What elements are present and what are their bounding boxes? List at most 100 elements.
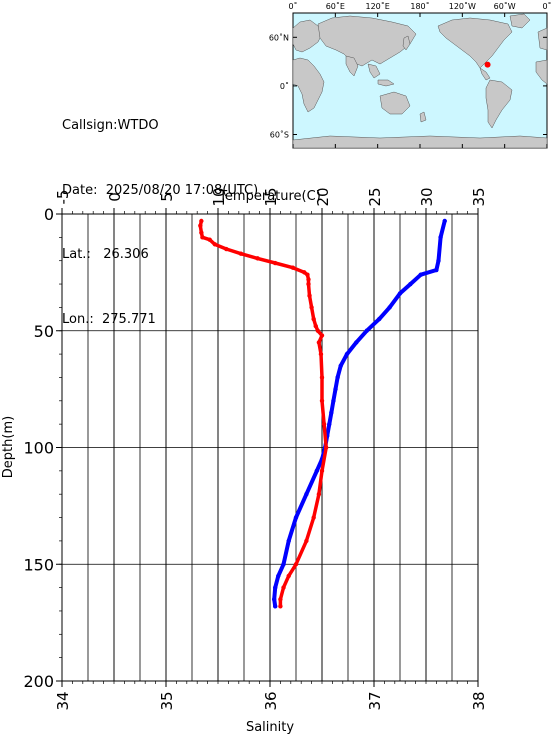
map-lon-labels: 0˚ 60˚E 120˚E 180˚ 120˚W 60˚W 0˚ — [288, 1, 552, 148]
chart-series — [198, 218, 447, 609]
salinity-profile-point — [207, 237, 212, 242]
salinity-profile-point — [316, 492, 322, 497]
temperature-profile-point — [314, 468, 319, 474]
salinity-profile-point — [224, 246, 229, 252]
temperature-profile-point — [344, 351, 350, 357]
map-lon-label: 120˚E — [366, 1, 390, 11]
temperature-profile-point — [273, 585, 278, 590]
temperature-tick-label: 35 — [470, 187, 488, 206]
salinity-profile-point — [311, 316, 316, 322]
land-asia — [317, 15, 417, 67]
lon-line: Lon.: 275.771 — [62, 311, 156, 327]
salinity-profile-point — [199, 230, 204, 235]
map-lon-label: 60˚E — [326, 1, 345, 11]
temperature-profile-point — [408, 281, 413, 287]
land-central-america — [479, 67, 491, 81]
temperature-profile-point — [335, 375, 340, 380]
temperature-profile-point — [333, 386, 338, 392]
land-japan — [402, 35, 411, 51]
temperature-profile-point — [273, 604, 278, 609]
temperature-profile-point — [276, 573, 281, 579]
station-marker-dot — [484, 61, 491, 68]
salinity-profile-point — [293, 562, 299, 567]
salinity-profile-point — [212, 242, 218, 247]
salinity-profile-point — [278, 604, 283, 609]
temperature-tick-label: 0 — [106, 192, 124, 202]
salinity-profile-point — [309, 305, 314, 310]
salinity-profile-point — [307, 293, 312, 298]
temperature-profile-point — [281, 562, 286, 567]
temperature-profile-point — [434, 267, 439, 273]
salinity-profile-point — [316, 340, 322, 345]
temperature-profile-point — [304, 492, 309, 497]
land-nz — [419, 111, 427, 123]
depth-tick-label: 50 — [34, 322, 54, 341]
salinity-profile-point — [200, 235, 205, 240]
lat-line: Lat.: 26.306 — [62, 247, 149, 262]
temperature-profile-point — [338, 363, 343, 368]
temperature-tick-label: 5 — [158, 192, 176, 202]
salinity-profile-point — [319, 375, 325, 380]
map-lat-labels: 60˚N 0˚ 60˚S — [269, 32, 547, 140]
salinity-profile-point — [281, 585, 286, 590]
map-lon-label: 0˚ — [288, 1, 297, 11]
temperature-profile-point — [397, 291, 403, 296]
salinity-profile-point — [313, 323, 318, 329]
temperature-profile-point — [327, 421, 332, 427]
salinity-tick-label: 38 — [470, 691, 488, 710]
temperature-profile-point — [331, 398, 336, 403]
lat-value: 26.306 — [103, 247, 149, 262]
station-marker — [484, 61, 491, 68]
salinity-profile-point — [323, 445, 329, 450]
land-south-america — [485, 79, 513, 129]
temperature-tick-label: 15 — [262, 187, 280, 206]
salinity-profile-point — [311, 515, 316, 520]
temperature-profile-point — [354, 340, 359, 345]
lon-value: 275.771 — [102, 311, 156, 327]
temperature-axis-label: Temperature(C) — [218, 189, 321, 204]
depth-axis-label: Depth(m) — [1, 416, 16, 478]
salinity-tick-label: 35 — [158, 691, 176, 710]
land-seasia — [367, 63, 395, 87]
salinity-profile-point — [304, 538, 309, 544]
temperature-profile-point — [286, 538, 291, 544]
salinity-profile-point — [273, 260, 278, 266]
salinity-tick-label: 36 — [262, 691, 280, 710]
salinity-profile-point — [199, 218, 204, 224]
salinity-tick-label: 34 — [54, 691, 72, 710]
salinity-profile-point — [238, 251, 244, 256]
temperature-tick-label: -5 — [54, 190, 72, 205]
temperature-profile-point — [418, 272, 423, 277]
callsign-line: Callsign:WTDO — [62, 118, 159, 133]
map-lon-label: 180˚ — [410, 1, 429, 11]
salinity-axis-label: Salinity — [246, 720, 294, 735]
map-lat-label: 60˚S — [270, 130, 289, 140]
land-west-europe-right — [537, 27, 548, 51]
land-west-africa-right — [535, 59, 548, 85]
land-australia — [379, 91, 411, 115]
depth-tick-label: 150 — [23, 555, 54, 574]
salinity-profile-point — [302, 270, 307, 275]
temperature-profile-line — [272, 219, 447, 609]
salinity-profile-point — [306, 277, 311, 282]
salinity-profile-point — [315, 328, 321, 333]
temperature-profile-point — [442, 218, 447, 224]
date-line: Date: 2025/08/20 17:08(UTC) — [62, 182, 259, 198]
temperature-profile-point — [293, 515, 299, 520]
temperature-profile-point — [271, 597, 277, 602]
map-land — [292, 13, 548, 149]
salinity-profile-point — [321, 421, 327, 427]
land-greenland — [509, 13, 531, 29]
temperature-profile-point — [436, 258, 441, 263]
land-europe — [292, 19, 323, 53]
map-lat-label: 60˚N — [269, 32, 289, 42]
salinity-profile-point — [319, 468, 325, 474]
map-lon-label: 0˚ — [542, 1, 551, 11]
temperature-tick-label: 30 — [418, 187, 436, 206]
salinity-profile-point — [319, 333, 325, 338]
salinity-profile-point — [290, 265, 296, 270]
salinity-profile-point — [255, 256, 260, 261]
date-value: 2025/08/20 17:08(UTC) — [105, 182, 259, 198]
salinity-profile-point — [286, 573, 291, 579]
